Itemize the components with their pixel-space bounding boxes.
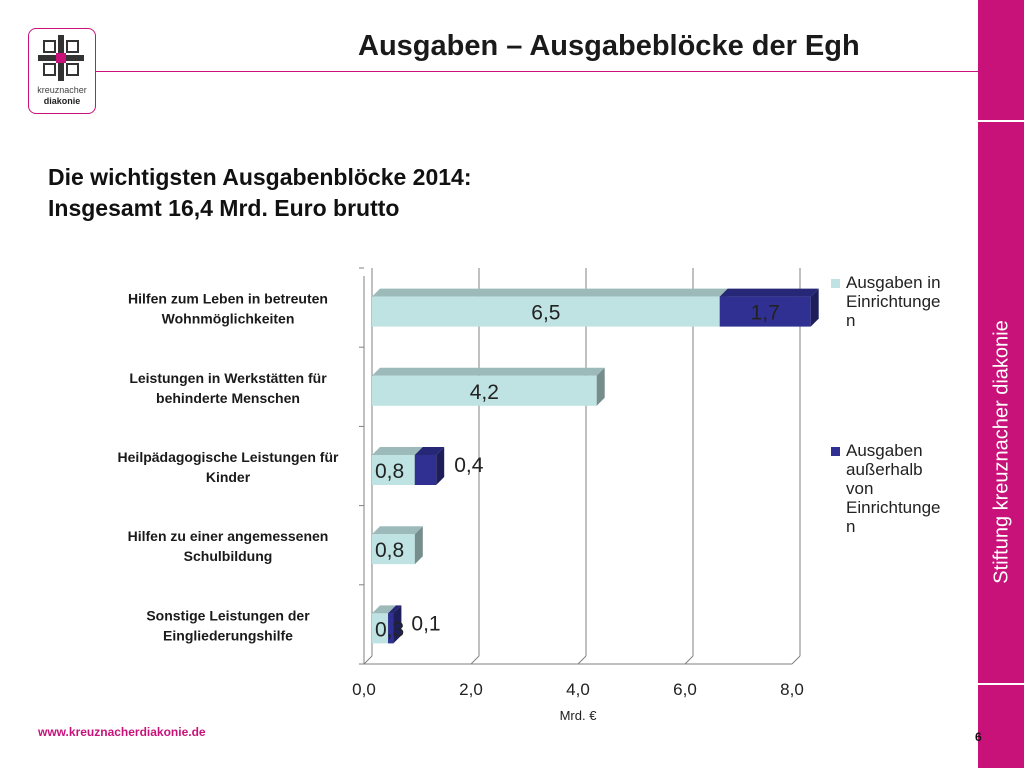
legend-label: Ausgaben in <box>846 273 941 292</box>
bar-side-face <box>810 288 819 327</box>
category-label: Heilpädagogische Leistungen für <box>118 449 339 465</box>
category-label: Leistungen in Werkstätten für <box>129 370 327 386</box>
category-label: Eingliederungshilfe <box>163 627 293 643</box>
bar-top-face <box>719 288 819 297</box>
bar-side-face <box>436 447 445 485</box>
legend-swatch <box>831 447 840 456</box>
data-label: 0,3 <box>375 618 404 641</box>
bar-segment <box>388 613 394 644</box>
gridline-depth <box>684 655 694 665</box>
data-label: 6,5 <box>531 302 560 325</box>
slide-subtitle: Die wichtigsten Ausgabenblöcke 2014: Ins… <box>48 162 472 224</box>
bar-segment <box>372 375 597 406</box>
legend-label: Ausgaben <box>846 441 923 460</box>
footer-website-link[interactable]: www.kreuznacherdiakonie.de <box>38 725 206 739</box>
category-label: Wohnmöglichkeiten <box>162 311 295 327</box>
bar-segment <box>372 534 415 565</box>
logo-text-line1: kreuznacher <box>37 85 87 95</box>
gridline-depth <box>470 655 480 665</box>
bar-segment <box>372 613 389 644</box>
bar-segment <box>414 455 437 485</box>
x-tick-label: 8,0 <box>780 680 804 699</box>
stacked-bar-chart: 6,5 1,7 Hilfen zum Leben in betreuten Wohnm… <box>118 267 941 723</box>
legend-label: Einrichtunge <box>846 292 941 311</box>
bar-top-face <box>372 605 397 614</box>
category-label: Hilfen zu einer angemessenen <box>128 528 329 544</box>
side-divider-bottom <box>978 683 1024 685</box>
legend-label: von <box>846 479 873 498</box>
bar-top-face <box>372 288 728 297</box>
side-divider-top <box>978 120 1024 122</box>
category-label: behinderte Menschen <box>156 390 300 406</box>
x-tick-label: 6,0 <box>673 680 697 699</box>
bar-top-face <box>414 447 445 455</box>
bar-side-face <box>414 526 423 565</box>
data-label: 0,8 <box>375 460 404 483</box>
legend-label: n <box>846 311 855 330</box>
slide-title: Ausgaben – Ausgabeblöcke der Egh <box>358 30 860 62</box>
category-label: Sonstige Leistungen der <box>146 607 310 623</box>
title-divider <box>96 71 978 72</box>
data-label: 0,1 <box>411 612 440 635</box>
x-axis-label: Mrd. € <box>560 708 598 723</box>
gridline-depth <box>363 655 373 665</box>
bar-top-face <box>372 447 423 455</box>
legend-swatch <box>831 279 840 288</box>
x-tick-label: 0,0 <box>352 680 376 699</box>
x-tick-label: 4,0 <box>566 680 590 699</box>
legend-label: Einrichtunge <box>846 498 941 517</box>
bar-side-face <box>393 605 402 644</box>
side-band-text: Stiftung kreuznacher diakonie <box>990 320 1013 584</box>
legend-label: n <box>846 517 855 536</box>
subtitle-line-2: Insgesamt 16,4 Mrd. Euro brutto <box>48 195 400 221</box>
bar-segment <box>372 296 720 327</box>
bar-segment <box>719 296 811 327</box>
bar-side-face <box>596 367 605 406</box>
bar-top-face <box>372 526 423 535</box>
subtitle-line-1: Die wichtigsten Ausgabenblöcke 2014: <box>48 164 472 190</box>
category-label: Hilfen zum Leben in betreuten <box>128 291 328 307</box>
page-number: 6 <box>975 730 982 744</box>
cross-logo-icon <box>38 35 84 81</box>
x-tick-label: 2,0 <box>459 680 483 699</box>
logo-text-line2: diakonie <box>43 96 81 106</box>
legend-label: außerhalb <box>846 460 923 479</box>
bar-top-face <box>388 605 402 614</box>
category-label: Kinder <box>206 469 251 485</box>
data-label: 0,4 <box>454 454 484 477</box>
gridline-depth <box>791 655 801 665</box>
data-label: 0,8 <box>375 539 404 562</box>
data-label: 4,2 <box>470 381 499 404</box>
data-label: 1,7 <box>751 302 780 325</box>
bar-segment <box>372 455 415 485</box>
category-label: Schulbildung <box>184 548 273 564</box>
gridline-depth <box>577 655 587 665</box>
side-band <box>978 0 1024 768</box>
kreuznacher-diakonie-logo: kreuznacher diakonie <box>28 28 96 114</box>
bar-top-face <box>372 367 605 376</box>
